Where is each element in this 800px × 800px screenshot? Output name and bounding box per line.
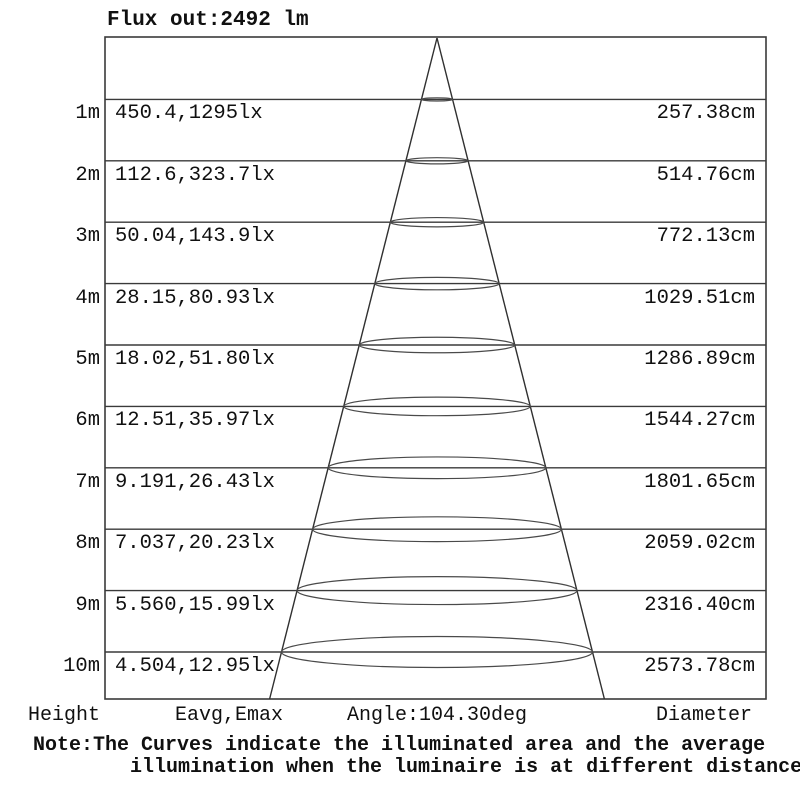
chart-border xyxy=(104,36,767,700)
row-height-label: 1m xyxy=(75,102,100,126)
row-height-label: 9m xyxy=(75,593,100,617)
row-diameter-value: 2573.78cm xyxy=(644,655,755,678)
row-eavg-emax-value: 12.51,35.97lx xyxy=(115,409,275,433)
row-diameter-value: 1286.89cm xyxy=(644,348,755,371)
illuminated-area-ellipse xyxy=(374,276,500,291)
row-diameter-value: 772.13cm xyxy=(656,225,755,249)
chart-title: Flux out:2492 lm xyxy=(107,9,309,32)
illuminated-area-ellipse xyxy=(280,635,594,669)
cone-edges xyxy=(268,37,606,700)
cone-edge-right xyxy=(436,37,606,700)
footer-height-label: Height xyxy=(28,704,101,727)
footer-diameter-label: Diameter xyxy=(655,704,752,727)
illuminated-area-ellipse xyxy=(389,216,485,228)
row-diameter-value: 514.76cm xyxy=(656,163,755,187)
row-height-label: 4m xyxy=(75,286,100,310)
footer-angle-label: Angle:104.30deg xyxy=(346,704,528,727)
row-diameter-value: 2316.40cm xyxy=(644,593,755,617)
row-lines xyxy=(105,98,766,653)
row-eavg-emax-value: 18.02,51.80lx xyxy=(115,348,275,371)
row-diameter-value: 257.38cm xyxy=(656,102,755,126)
row-height-label: 8m xyxy=(75,532,100,556)
row-eavg-emax-value: 9.191,26.43lx xyxy=(115,470,275,494)
row-height-label: 6m xyxy=(75,409,100,433)
row-diameter-value: 1544.27cm xyxy=(644,409,755,433)
row-diameter-value: 1801.65cm xyxy=(644,470,755,494)
row-eavg-emax-value: 50.04,143.9lx xyxy=(115,225,275,249)
illuminated-area-ellipse xyxy=(358,336,516,354)
row-eavg-emax-value: 5.560,15.99lx xyxy=(115,593,275,617)
row-eavg-emax-value: 112.6,323.7lx xyxy=(115,163,275,187)
row-eavg-emax-value: 4.504,12.95lx xyxy=(115,655,275,678)
cone-edge-left xyxy=(268,37,438,700)
illuminated-area-ellipse xyxy=(327,456,547,480)
row-eavg-emax-value: 28.15,80.93lx xyxy=(115,286,275,310)
note-line-2: illumination when the luminaire is at di… xyxy=(130,756,800,779)
row-height-label: 5m xyxy=(75,348,100,371)
spread-ellipses xyxy=(280,97,594,669)
row-height-label: 2m xyxy=(75,163,100,187)
row-eavg-emax-value: 450.4,1295lx xyxy=(115,102,263,126)
illuminated-area-ellipse xyxy=(405,157,469,165)
illuminated-area-ellipse xyxy=(296,576,578,606)
row-height-label: 7m xyxy=(75,470,100,494)
note-line-1: Note:The Curves indicate the illuminated… xyxy=(33,734,766,757)
row-diameter-value: 1029.51cm xyxy=(644,286,755,310)
illuminated-area-ellipse xyxy=(420,97,454,102)
row-height-label: 10m xyxy=(63,655,100,678)
row-diameter-value: 2059.02cm xyxy=(644,532,755,556)
illuminated-area-ellipse xyxy=(343,396,531,417)
row-height-label: 3m xyxy=(75,225,100,249)
footer-eavg-emax-label: Eavg,Emax xyxy=(175,704,284,727)
row-eavg-emax-value: 7.037,20.23lx xyxy=(115,532,275,556)
illuminated-area-ellipse xyxy=(312,516,563,543)
